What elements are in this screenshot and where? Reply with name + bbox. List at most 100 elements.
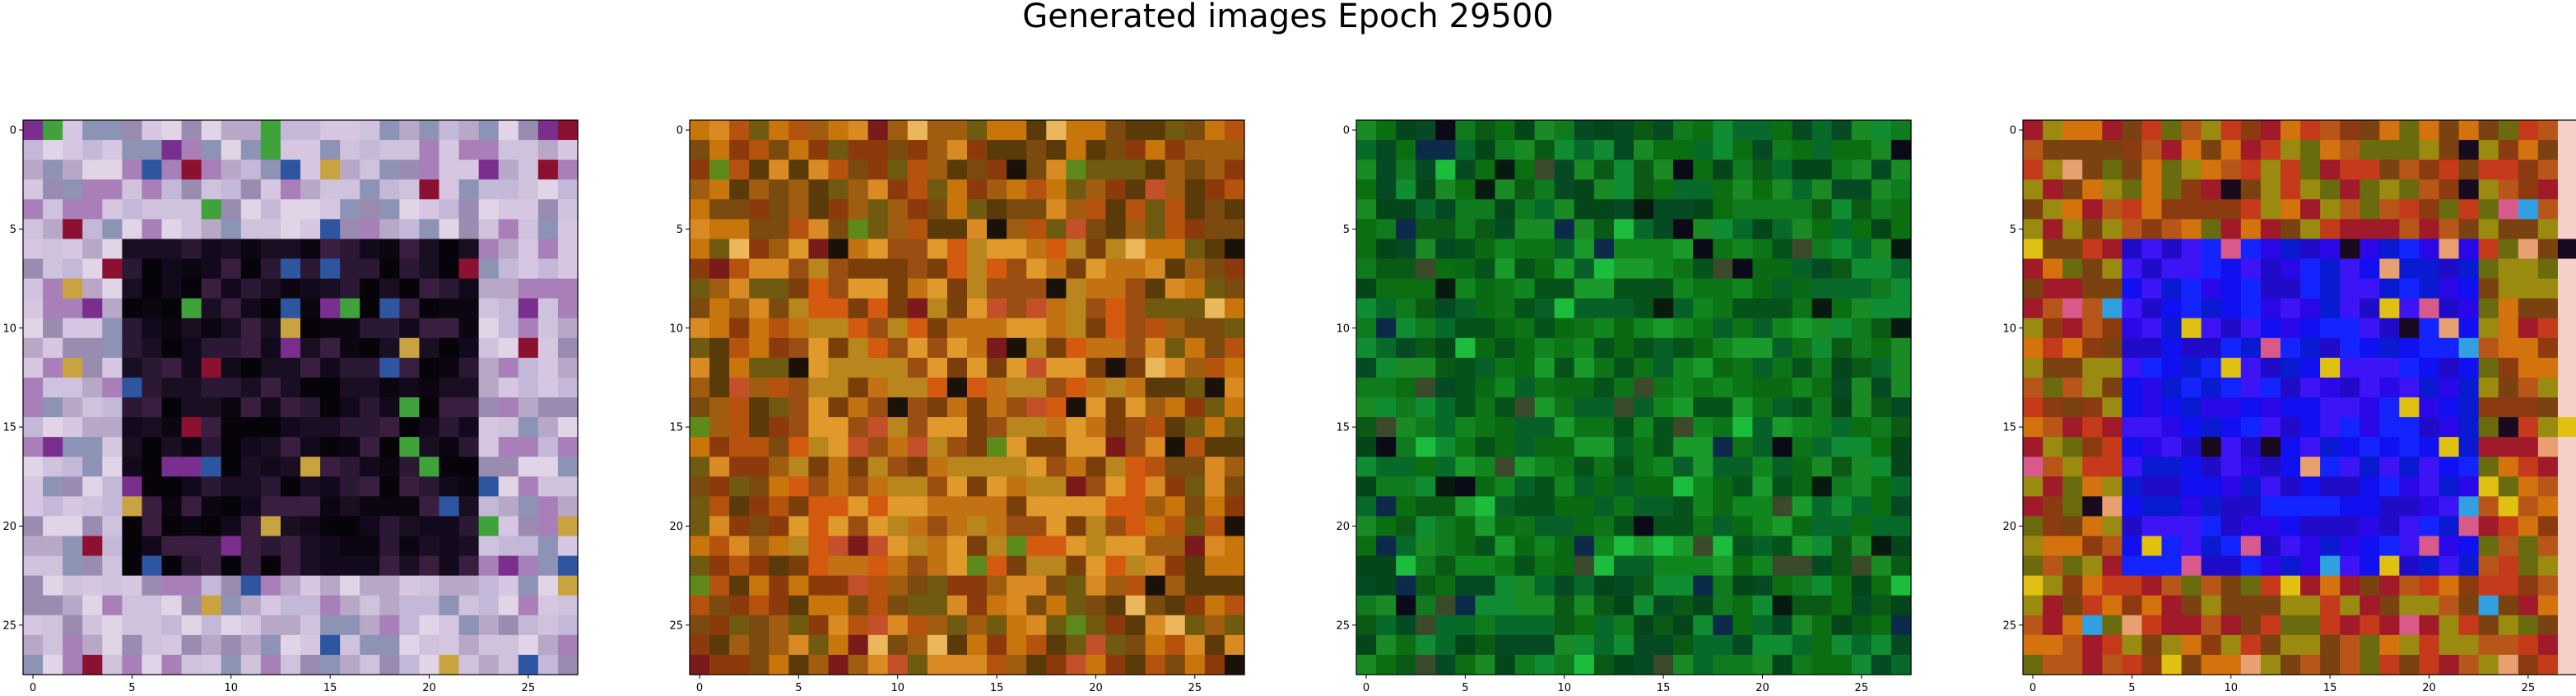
pixel-cell [2498, 437, 2519, 457]
pixel-cell [828, 595, 849, 616]
pixel-cell [2102, 357, 2123, 378]
pixel-cell [2360, 516, 2380, 537]
pixel-cell [1046, 575, 1067, 596]
pixel-cell [927, 634, 948, 656]
pixel-cell [518, 318, 539, 339]
pixel-cell [1732, 179, 1754, 200]
pixel-cell [1495, 536, 1516, 557]
pixel-cell [43, 258, 63, 280]
pixel-cell [498, 337, 519, 359]
pixel-cell [557, 160, 579, 180]
pixel-cell [2043, 140, 2063, 160]
pixel-cell [1673, 337, 1694, 359]
pixel-cell [1105, 179, 1127, 200]
pixel-cell [1416, 595, 1436, 616]
pixel-cell [1086, 337, 1107, 359]
pixel-cell [2360, 140, 2380, 160]
pixel-cell [1204, 298, 1225, 319]
pixel-cell [2300, 199, 2321, 220]
pixel-cell [1356, 357, 1377, 378]
pixel-cell [1732, 457, 1754, 477]
pixel-cell [2399, 615, 2420, 636]
pixel-cell [2201, 219, 2222, 240]
pixel-cell [1554, 258, 1575, 280]
pixel-cell [280, 278, 301, 299]
pixel-cell [1534, 357, 1555, 378]
pixel-cell [300, 595, 321, 616]
pixel-cell [1673, 457, 1694, 477]
pixel-cell [1066, 239, 1087, 260]
pixel-cell [201, 219, 222, 240]
pixel-cell [260, 595, 281, 616]
pixel-cell [1811, 337, 1833, 359]
pixel-cell [2161, 496, 2183, 517]
pixel-cell [498, 516, 519, 537]
pixel-cell [729, 536, 750, 557]
pixel-cell [142, 496, 163, 517]
pixel-cell [1831, 278, 1853, 299]
pixel-cell [360, 397, 380, 418]
pixel-cell [1634, 120, 1654, 141]
pixel-cell [2419, 496, 2440, 517]
pixel-cell [1554, 179, 1575, 200]
pixel-cell [2181, 318, 2202, 339]
pixel-cell [690, 278, 710, 299]
pixel-cell [399, 457, 421, 477]
pixel-cell [2023, 397, 2044, 418]
pixel-cell [769, 417, 789, 438]
pixel-cell [300, 555, 321, 577]
pixel-cell [867, 179, 889, 200]
pixel-cell [399, 575, 421, 596]
pixel-cell [1534, 160, 1555, 180]
pixel-cell [300, 278, 321, 299]
pixel-cell [987, 397, 1007, 418]
pixel-cell [2023, 318, 2044, 339]
pixel-cell [2537, 634, 2559, 656]
pixel-cell [1890, 615, 1912, 636]
pixel-cell [260, 377, 281, 398]
pixel-cell [2220, 199, 2242, 220]
pixel-cell [2379, 516, 2400, 537]
pixel-cell [1792, 634, 1813, 656]
pixel-cell [749, 160, 770, 180]
pixel-cell [2360, 239, 2380, 260]
pixel-cell [2043, 536, 2063, 557]
pixel-cell [1554, 199, 1575, 220]
pixel-cell [2161, 357, 2183, 378]
pixel-cell [2161, 258, 2183, 280]
pixel-cell [360, 615, 380, 636]
pixel-cell [2557, 496, 2576, 517]
pixel-cell [690, 357, 710, 378]
pixel-cell [1871, 278, 1892, 299]
pixel-cell [2300, 298, 2321, 319]
pixel-cell [1475, 595, 1496, 616]
pixel-cell [1574, 120, 1595, 141]
pixel-cell [518, 457, 539, 477]
pixel-cell [2537, 575, 2559, 596]
pixel-cell [122, 219, 143, 240]
pixel-cell [1831, 337, 1853, 359]
pixel-cell [1184, 476, 1206, 497]
pixel-cell [2181, 219, 2202, 240]
pixel-cell [2141, 357, 2163, 378]
pixel-cell [1792, 120, 1813, 141]
pixel-cell [808, 496, 830, 517]
pixel-cell [458, 199, 480, 220]
pixel-cell [2537, 239, 2559, 260]
pixel-cell [1007, 516, 1027, 537]
pixel-cell [1593, 140, 1615, 160]
pixel-cell [808, 437, 830, 457]
pixel-cell [161, 476, 183, 497]
pixel-cell [848, 219, 869, 240]
pixel-cell [2122, 318, 2143, 339]
pixel-cell [1165, 160, 1186, 180]
pixel-cell [1066, 457, 1087, 477]
pixel-cell [946, 615, 968, 636]
pixel-cell [63, 337, 83, 359]
pixel-cell [161, 160, 183, 180]
pixel-cell [1752, 278, 1774, 299]
pixel-cell [2082, 654, 2103, 675]
pixel-cell [260, 120, 281, 141]
pixel-cell [1495, 199, 1516, 220]
pixel-cell [2280, 615, 2301, 636]
